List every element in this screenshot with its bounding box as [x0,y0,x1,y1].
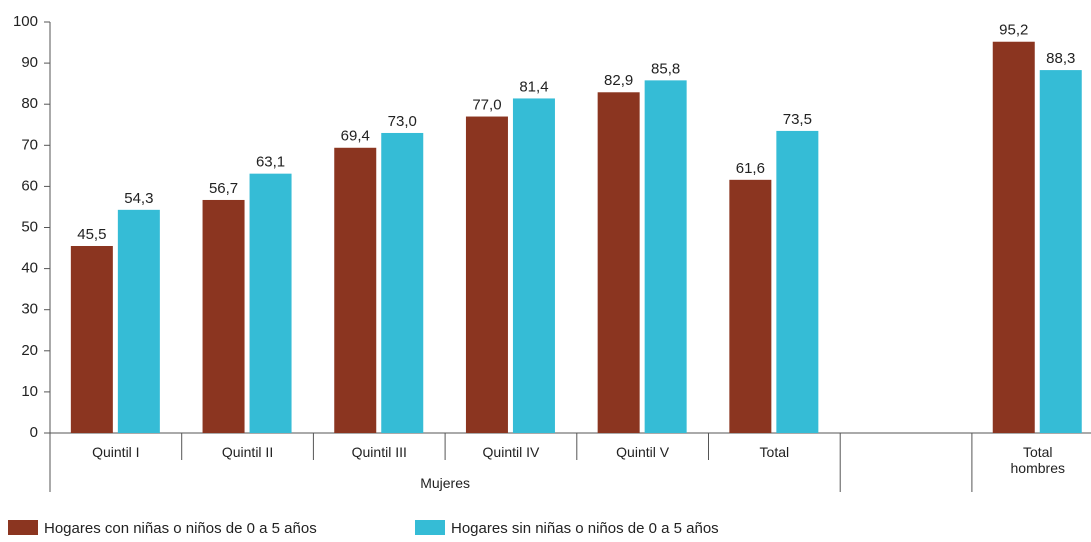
y-tick-label: 100 [13,13,38,30]
x-tick-label: Total hombres [1010,444,1065,476]
x-tick-label: Quintil II [221,444,274,460]
value-label: 95,2 [999,22,1028,39]
x-tick-label: Quintil IV [482,444,540,460]
value-label: 85,8 [651,60,680,77]
value-label: 54,3 [124,190,153,207]
bar [334,147,377,434]
legend-swatch [8,520,38,535]
x-tick-label: Quintil V [616,444,670,460]
y-tick-label: 30 [21,301,38,318]
value-label: 77,0 [472,96,501,113]
bar [70,245,113,433]
y-tick-label: 50 [21,218,38,235]
bar [381,132,424,433]
x-tick-label: Quintil I [92,444,140,460]
group-label: Mujeres [420,475,470,491]
y-tick-label: 80 [21,95,38,112]
x-tick-label: Total [759,444,790,460]
value-label: 73,5 [783,111,812,128]
bar [1039,70,1082,433]
bar [512,98,555,434]
bar [597,92,640,433]
bar [465,116,508,433]
legend-label: Hogares con niñas o niños de 0 a 5 años [44,520,317,537]
y-tick-label: 20 [21,342,38,359]
legend-swatch [415,520,445,535]
value-label: 88,3 [1046,50,1075,67]
y-tick-label: 10 [21,383,38,400]
value-label: 61,6 [736,160,765,177]
legend-label: Hogares sin niñas o niños de 0 a 5 años [451,520,719,537]
x-tick-label: Quintil III [351,444,407,460]
bar [729,179,772,433]
value-label: 69,4 [341,128,370,145]
bar [249,173,292,433]
bar [117,209,160,433]
value-label: 56,7 [209,180,238,197]
value-label: 45,5 [77,226,106,243]
y-tick-label: 0 [30,424,38,441]
bar [644,80,687,433]
bar [992,41,1035,434]
y-tick-label: 40 [21,260,38,277]
value-label: 63,1 [256,154,285,171]
bar [202,199,245,433]
y-tick-label: 70 [21,136,38,153]
y-tick-label: 60 [21,177,38,194]
value-label: 73,0 [388,113,417,130]
y-tick-label: 90 [21,54,38,71]
value-label: 82,9 [604,72,633,89]
value-label: 81,4 [519,78,548,95]
bar [776,130,819,434]
